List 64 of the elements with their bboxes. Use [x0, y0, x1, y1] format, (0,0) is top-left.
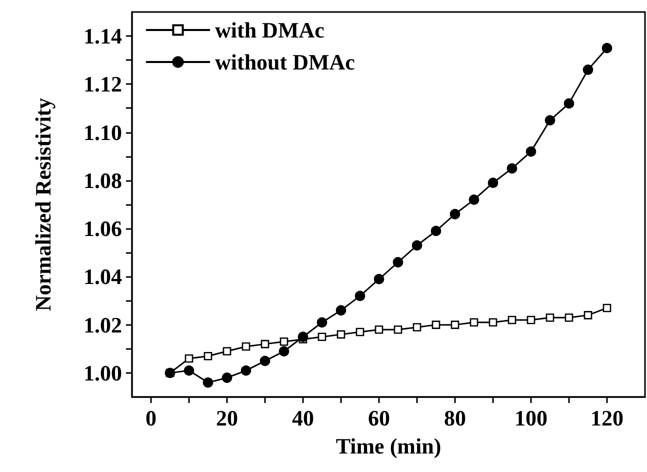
y-tick-label: 1.10: [84, 120, 122, 145]
point: [260, 340, 270, 348]
point: [582, 64, 594, 75]
point: [374, 274, 384, 284]
point: [318, 332, 326, 341]
y-tick-label: 1.00: [84, 360, 122, 386]
point: [356, 328, 364, 336]
point: [526, 146, 536, 157]
point: [470, 318, 478, 327]
point: [222, 372, 232, 383]
point: [280, 338, 288, 346]
point: [202, 377, 214, 388]
point: [240, 365, 252, 376]
point: [564, 98, 574, 109]
point: [526, 316, 536, 324]
point: [354, 290, 366, 302]
point: [222, 347, 232, 356]
x-tick-label: 100: [514, 406, 548, 430]
x-tick-label: 0: [146, 406, 156, 430]
point: [336, 305, 346, 316]
x-axis-title: Time (min): [336, 434, 442, 458]
point: [508, 316, 516, 324]
y-tick-label: 1.06: [84, 216, 122, 242]
point: [450, 320, 460, 329]
y-axis-title: Normalized Resistivity: [30, 98, 56, 312]
point: [184, 354, 194, 363]
point: [242, 342, 250, 351]
point: [260, 356, 270, 366]
point: [392, 257, 404, 268]
point: [488, 178, 498, 188]
y-tick-label: 1.12: [84, 72, 122, 97]
x-tick-label: 40: [292, 406, 314, 430]
x-tick-label: 60: [368, 406, 390, 430]
y-tick-label: 1.04: [84, 264, 122, 290]
point: [374, 325, 384, 334]
point: [602, 304, 612, 312]
point: [432, 320, 440, 329]
point: [412, 240, 422, 251]
point: [394, 325, 402, 334]
x-tick-label: 80: [444, 406, 466, 430]
y-tick-label: 1.08: [84, 168, 122, 193]
point: [544, 115, 556, 126]
x-tick-label: 120: [590, 406, 624, 430]
point: [602, 42, 612, 54]
point: [412, 323, 422, 332]
point: [184, 365, 194, 376]
point: [564, 313, 574, 322]
point: [336, 330, 346, 339]
point: [278, 346, 290, 356]
legend-label: with DMAc: [215, 18, 325, 42]
point: [506, 163, 518, 174]
legend-label: without DMAc: [215, 50, 356, 74]
x-tick-label: 20: [216, 406, 238, 430]
y-tick-label: 1.02: [84, 312, 122, 338]
point: [488, 318, 498, 327]
point: [430, 226, 442, 236]
point: [584, 311, 592, 320]
point: [468, 194, 480, 205]
point: [298, 332, 308, 342]
point: [450, 208, 460, 220]
y-tick-label: 1.14: [84, 24, 122, 49]
point: [204, 352, 212, 360]
point: [316, 317, 328, 328]
point: [546, 313, 554, 322]
